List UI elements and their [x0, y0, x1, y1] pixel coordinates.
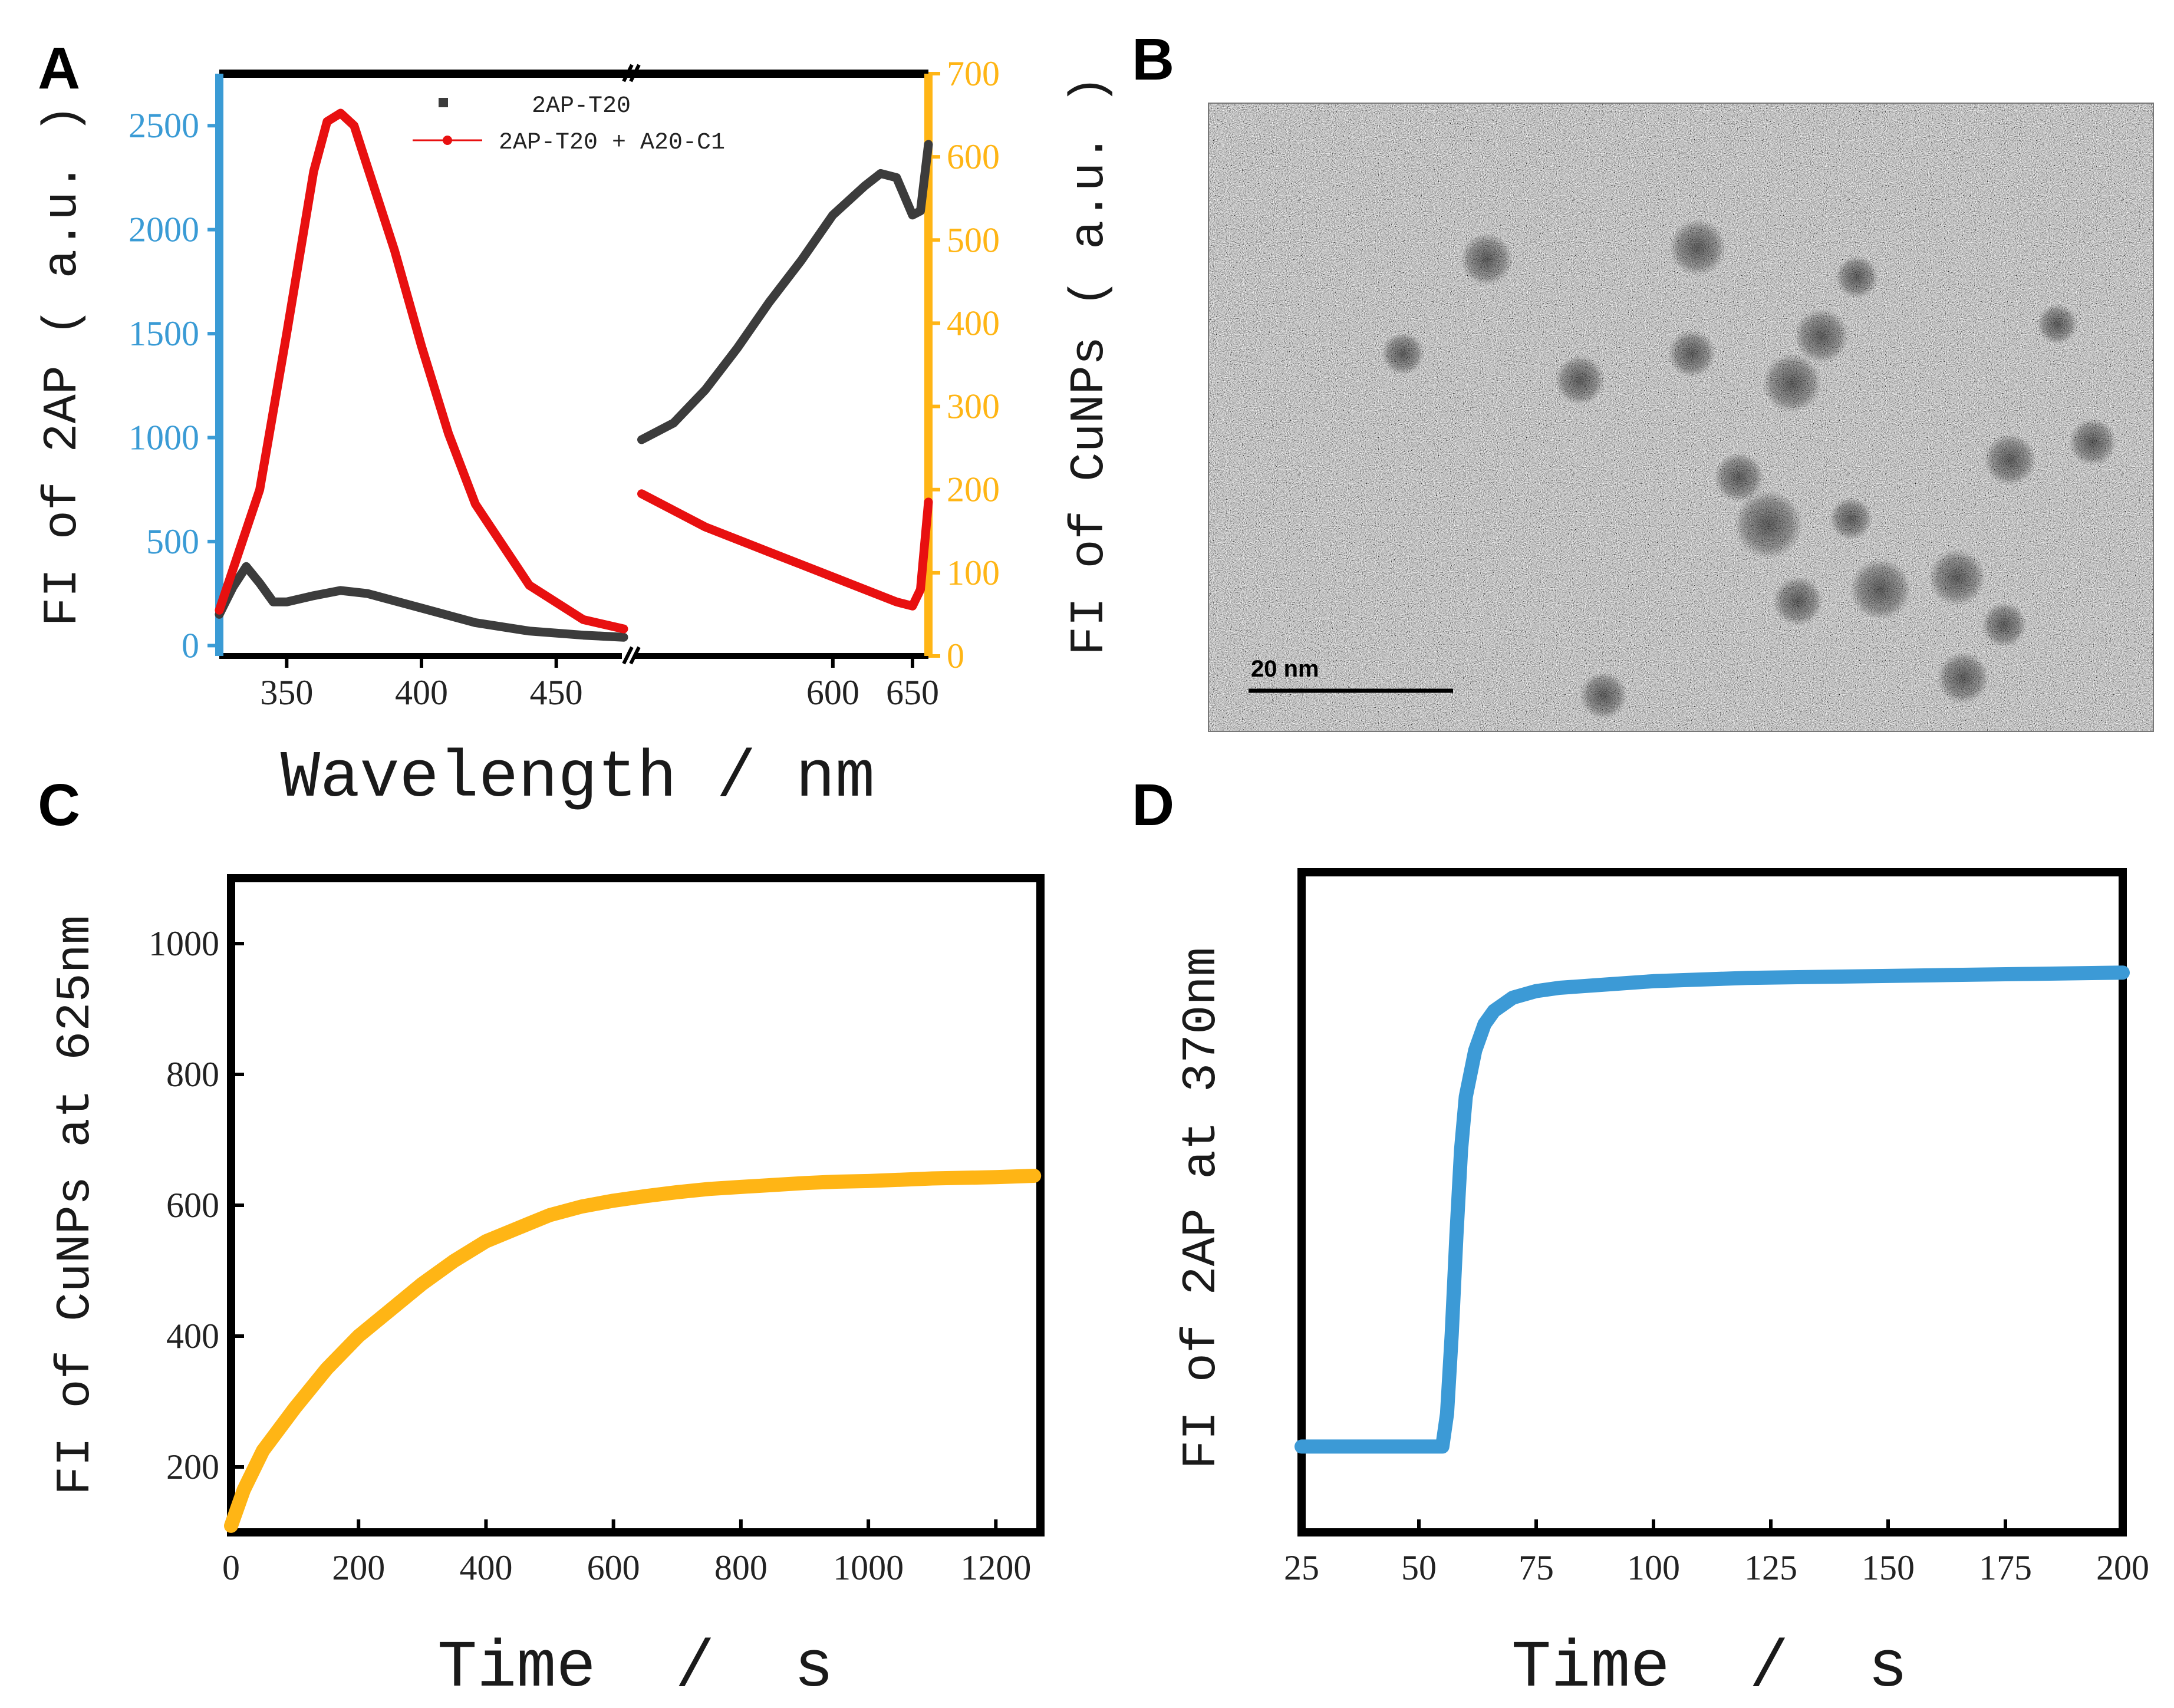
panel-a-label: A: [38, 35, 80, 101]
c-ytick-label: 600: [166, 1186, 219, 1225]
a-xtick-label: 600: [806, 673, 859, 712]
panel-a-left-yticks: 0 500 1000 1500 2000 2500: [129, 106, 219, 665]
panel-a-xlabel: Wavelength / nm: [281, 741, 875, 816]
d-xtick-label: 175: [1979, 1548, 2032, 1587]
d-series-line-0: [1294, 965, 2130, 1454]
scale-bar-label: 20 nm: [1251, 656, 1319, 682]
panel-c-label: C: [38, 772, 80, 838]
panel-c-ylabel: FI of CuNPs at 625nm: [48, 915, 103, 1495]
a-right-ytick-label: 700: [947, 54, 1000, 93]
a-right-ytick-label: 300: [947, 387, 1000, 426]
a-series-line-3: [637, 489, 933, 611]
a-xtick-label: 450: [530, 673, 583, 712]
a-left-ytick-label: 500: [146, 522, 199, 561]
panel-a-series: [215, 108, 933, 642]
c-xtick-label: 0: [222, 1548, 240, 1587]
d-xtick-label: 50: [1401, 1548, 1437, 1587]
a-right-ytick-label: 500: [947, 220, 1000, 259]
axis-break-top-icon: [622, 64, 641, 83]
legend-marker-2ap-t20-a20-c1: [443, 136, 452, 145]
a-xtick-label: 350: [260, 673, 313, 712]
panel-a-left-ylabel: FI of 2AP ( a.u. ): [35, 104, 90, 627]
panel-d: D 25 50 75 100 125 150 175 200 FI of 2AP at 370…: [1132, 772, 2149, 1706]
panel-c-ticks: 0 200 400 600 800 1000 1200 200 400 600 800 1000: [149, 924, 1031, 1587]
a-right-ytick-label: 0: [947, 637, 964, 675]
legend-label-2ap-t20: 2AP-T20: [532, 93, 631, 120]
panel-c-series: [224, 1169, 1042, 1533]
legend-label-2ap-t20-a20-c1: 2AP-T20 + A20-C1: [499, 130, 725, 156]
d-xtick-label: 150: [1862, 1548, 1915, 1587]
c-xtick-label: 1200: [960, 1548, 1031, 1587]
a-xtick-label: 650: [886, 673, 939, 712]
legend-marker-2ap-t20: [439, 98, 448, 107]
tem-micrograph: [1208, 103, 2154, 732]
panel-d-xlabel: Time / s: [1511, 1631, 1908, 1706]
a-series-line-2: [637, 140, 933, 444]
a-series-line-0: [215, 562, 628, 642]
panel-a: A 0 500 1000 1500 2000 2500 0 100 200 300 400 500 6…: [35, 35, 1117, 816]
panel-a-xticks: 350 400 450 600 650: [260, 656, 939, 712]
c-ytick-label: 400: [166, 1317, 219, 1356]
c-ytick-label: 200: [166, 1447, 219, 1486]
c-xtick-label: 200: [332, 1548, 385, 1587]
panel-d-ylabel: FI of 2AP at 370nm: [1174, 947, 1229, 1469]
a-left-ytick-label: 2500: [129, 106, 199, 145]
c-ytick-label: 1000: [149, 924, 219, 963]
d-xtick-label: 75: [1518, 1548, 1554, 1587]
a-xtick-label: 400: [395, 673, 448, 712]
d-xtick-label: 100: [1627, 1548, 1680, 1587]
a-right-ytick-label: 100: [947, 553, 1000, 592]
d-xtick-label: 200: [2096, 1548, 2149, 1587]
panel-b: B: [1132, 27, 2154, 732]
panel-d-ticks: 25 50 75 100 125 150 175 200: [1284, 1519, 2149, 1587]
panel-a-legend: 2AP-T20 2AP-T20 + A20-C1: [413, 93, 725, 156]
a-left-ytick-label: 1500: [129, 314, 199, 353]
panel-c-xlabel: Time / s: [437, 1631, 834, 1706]
panel-d-label: D: [1132, 772, 1174, 838]
a-left-ytick-label: 0: [182, 626, 199, 665]
d-xtick-label: 25: [1284, 1548, 1319, 1587]
a-left-ytick-label: 2000: [129, 210, 199, 249]
panel-d-frame: [1297, 868, 2127, 1536]
panel-c: C 0 200 400 600 800 1000 12002004006008001000 …: [38, 772, 1045, 1706]
d-xtick-label: 125: [1744, 1548, 1797, 1587]
axis-break-bottom-icon: [622, 646, 641, 665]
c-xtick-label: 600: [587, 1548, 640, 1587]
panel-a-right-yticks: 0 100 200 300 400 500 600 700: [928, 54, 1000, 675]
nanoparticle-shadows: [1382, 219, 2116, 719]
panel-c-frame: [227, 874, 1045, 1536]
c-xtick-label: 400: [459, 1548, 512, 1587]
a-series-line-1: [215, 108, 628, 634]
panel-d-series: [1294, 965, 2130, 1454]
c-xtick-label: 800: [714, 1548, 768, 1587]
panel-b-label: B: [1132, 27, 1174, 93]
panel-a-right-ylabel: FI of CuNPs ( a.u. ): [1062, 75, 1117, 655]
c-ytick-label: 800: [166, 1055, 219, 1094]
a-right-ytick-label: 400: [947, 304, 1000, 342]
c-series-line-0: [224, 1169, 1042, 1533]
a-right-ytick-label: 600: [947, 137, 1000, 176]
a-right-ytick-label: 200: [947, 470, 1000, 509]
c-xtick-label: 1000: [833, 1548, 904, 1587]
a-left-ytick-label: 1000: [129, 418, 199, 457]
